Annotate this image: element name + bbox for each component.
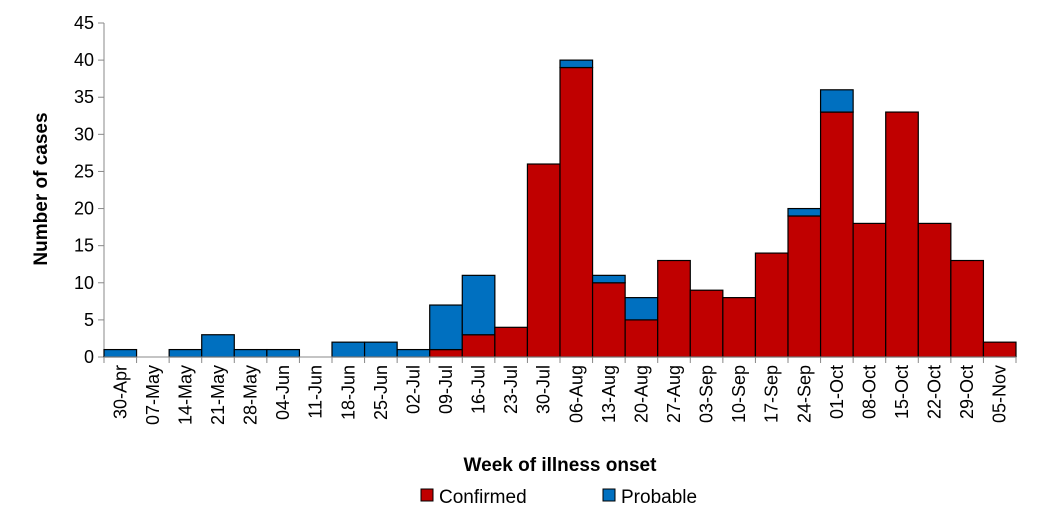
bar-probable-13-aug: [591, 274, 626, 284]
bar-confirmed-01-oct: [819, 111, 854, 358]
bar-confirmed-27-aug: [657, 259, 691, 358]
x-tick-label: 13-Aug: [599, 365, 619, 423]
bar-confirmed-22-oct: [917, 222, 952, 358]
bar-confirmed-23-jul: [494, 326, 529, 358]
bar-confirmed-09-jul: [429, 348, 463, 358]
bar-probable-25-jun: [363, 341, 398, 358]
legend: Confirmed Probable: [420, 487, 697, 508]
bar-probable-20-aug: [624, 297, 659, 321]
x-tick-label: 20-Aug: [631, 365, 651, 423]
bar-confirmed-24-sep: [787, 215, 822, 358]
x-tick-label: 21-May: [208, 365, 228, 425]
bar-probable-30-apr: [103, 348, 138, 358]
bar-confirmed-30-jul: [526, 163, 561, 358]
legend-swatch-confirmed: [420, 488, 434, 502]
y-tick-label: 15: [74, 236, 94, 256]
x-tick-label: 30-Jul: [534, 365, 554, 414]
bar-confirmed-06-aug: [559, 66, 594, 358]
bar-probable-02-jul: [396, 348, 431, 358]
bar-confirmed-13-aug: [591, 282, 626, 358]
bar-probable-04-jun: [266, 348, 301, 358]
y-tick-label: 20: [74, 199, 94, 219]
y-tick-label: 45: [74, 13, 94, 33]
y-tick-label: 25: [74, 161, 94, 181]
y-tick-label: 35: [74, 87, 94, 107]
x-tick-label: 11-Jun: [306, 365, 326, 419]
x-tick-label: 08-Oct: [859, 365, 879, 419]
x-tick-label: 17-Sep: [762, 365, 782, 423]
bar-probable-21-may: [201, 334, 235, 358]
x-tick-label: 23-Jul: [501, 365, 521, 414]
x-tick-label: 02-Jul: [403, 365, 423, 414]
y-tick-label: 30: [74, 124, 94, 144]
y-tick-label: 0: [84, 347, 94, 367]
bar-confirmed-16-jul: [461, 334, 496, 358]
x-tick-label: 18-Jun: [338, 365, 358, 420]
bar-confirmed-08-oct: [852, 222, 887, 358]
bar-probable-06-aug: [559, 59, 594, 69]
x-tick-label: 10-Sep: [729, 365, 749, 423]
x-axis: 30-Apr 07-May 14-May 21-May 28-May 04-Jun 11-J…: [103, 356, 1017, 425]
x-tick-label: 24-Sep: [794, 365, 814, 423]
bar-probable-09-jul: [429, 304, 463, 351]
bar-probable-01-oct: [819, 89, 854, 113]
y-axis: 0 5 10 15 20 25 30 35 40 45: [74, 13, 105, 367]
x-tick-label: 05-Nov: [990, 365, 1010, 423]
x-tick-label: 07-May: [143, 365, 163, 425]
bar-confirmed-03-sep: [689, 289, 724, 358]
bar-confirmed-15-oct: [885, 111, 919, 358]
legend-label-probable: Probable: [621, 487, 697, 508]
x-tick-label: 22-Oct: [925, 365, 945, 419]
x-tick-label: 25-Jun: [371, 365, 391, 420]
x-tick-label: 29-Oct: [957, 365, 977, 419]
y-tick-label: 10: [74, 273, 94, 293]
bar-confirmed-20-aug: [624, 319, 659, 358]
x-tick-label: 30-Apr: [110, 365, 130, 419]
x-tick-label: 14-May: [175, 365, 195, 425]
x-tick-label: 27-Aug: [664, 365, 684, 423]
x-tick-label: 09-Jul: [436, 365, 456, 414]
x-tick-label: 28-May: [241, 365, 261, 425]
y-axis-title: Number of cases: [31, 112, 52, 265]
bar-confirmed-05-nov: [982, 341, 1017, 358]
legend-swatch-probable: [602, 488, 616, 502]
x-tick-label: 04-Jun: [273, 365, 293, 420]
legend-label-confirmed: Confirmed: [439, 487, 527, 508]
x-tick-label: 15-Oct: [892, 365, 912, 419]
y-tick-label: 5: [84, 310, 94, 330]
bar-probable-28-may: [233, 348, 268, 358]
bar-probable-16-jul: [461, 274, 496, 336]
bar-confirmed-29-oct: [950, 259, 985, 358]
y-tick-label: 40: [74, 50, 94, 70]
bar-probable-14-may: [168, 348, 203, 358]
bar-confirmed-10-sep: [722, 297, 757, 358]
bar-probable-18-jun: [331, 341, 366, 358]
x-tick-label: 16-Jul: [469, 365, 489, 414]
x-tick-label: 06-Aug: [566, 365, 586, 423]
bar-probable-24-sep: [787, 207, 822, 217]
bar-confirmed-17-sep: [754, 252, 789, 358]
x-tick-label: 03-Sep: [697, 365, 717, 423]
x-axis-title: Week of illness onset: [464, 455, 658, 476]
bars: [103, 59, 1017, 358]
x-tick-label: 01-Oct: [827, 365, 847, 419]
